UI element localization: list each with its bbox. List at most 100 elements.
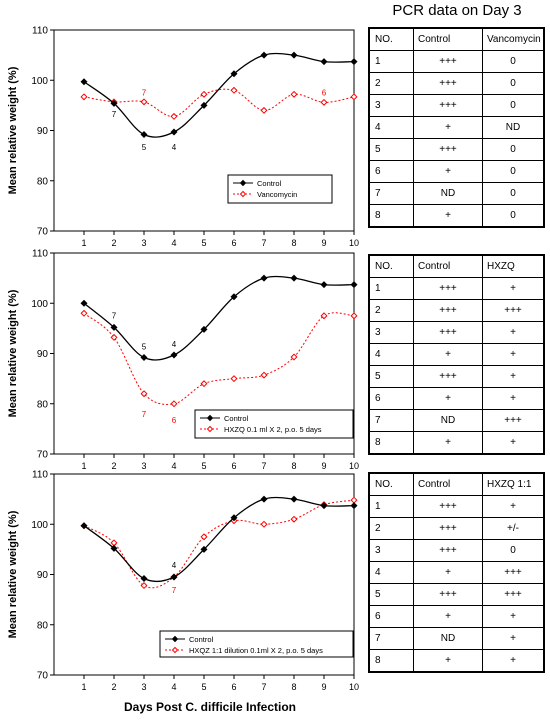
- control-point: [140, 131, 148, 139]
- control-line: [83, 52, 355, 138]
- control-point: [230, 514, 238, 522]
- cell-treatment: +: [482, 343, 545, 366]
- x-tick-label: 2: [111, 461, 116, 471]
- treatment-point: [290, 90, 298, 98]
- cell-control: +++: [413, 50, 483, 73]
- cell-no: 3: [368, 321, 414, 344]
- cell-control: +++: [413, 138, 483, 161]
- cell-treatment: +: [482, 495, 545, 518]
- treatment-point: [200, 90, 208, 98]
- control-line: [83, 275, 355, 361]
- control-point: [140, 575, 148, 583]
- cell-control: +: [413, 160, 483, 183]
- y-tick-label: 70: [37, 450, 49, 461]
- x-tick-label: 6: [231, 682, 236, 692]
- cell-treatment: +++: [482, 583, 545, 606]
- table-row: 4 + ND: [368, 116, 545, 139]
- header-treatment: HXZQ 1:1: [482, 472, 545, 496]
- pcr-table-hxzq: NO. Control HXZQ 1 +++ +2 +++ +++ 3 +++ +4 + +5 ++…: [368, 254, 545, 455]
- header-control: Control: [413, 254, 483, 278]
- y-tick-label: 90: [37, 126, 49, 137]
- cell-treatment: +: [482, 649, 545, 673]
- cell-treatment: +: [482, 387, 545, 410]
- table-header-row: NO. Control HXZQ: [368, 254, 545, 278]
- x-tick-label: 1: [81, 461, 86, 471]
- cell-no: 6: [368, 387, 414, 410]
- cell-no: 7: [368, 627, 414, 650]
- cell-treatment: ND: [482, 116, 545, 139]
- cell-no: 8: [368, 649, 414, 673]
- cell-no: 1: [368, 495, 414, 518]
- control-point: [140, 354, 148, 362]
- cell-treatment: 0: [482, 204, 545, 228]
- cell-control: +++: [413, 539, 483, 562]
- table-row: 5 +++ 0: [368, 138, 545, 161]
- legend-box: [194, 409, 354, 439]
- control-point: [110, 99, 118, 107]
- cell-no: 6: [368, 605, 414, 628]
- x-tick-label: 10: [349, 682, 359, 692]
- treatment-line: [83, 88, 355, 117]
- control-point: [80, 522, 88, 530]
- pcr-table-vancomycin: NO. Control Vancomycin 1 +++ 0 2 +++ 0 3 +++ 0 4 +…: [368, 27, 545, 228]
- n-annotation: 4: [172, 340, 177, 349]
- treatment-point: [230, 86, 238, 94]
- y-tick-label: 100: [31, 299, 48, 310]
- y-tick-label: 80: [37, 399, 49, 410]
- treatment-point: [200, 533, 208, 541]
- table-body: 1 +++ 0 2 +++ 0 3 +++ 0 4 + ND 5 +++ 0 6 +0 7 ND 0 8 +0: [368, 50, 545, 228]
- cell-control: +: [413, 387, 483, 410]
- cell-no: 4: [368, 116, 414, 139]
- table-row: 6 + +: [368, 605, 545, 628]
- x-tick-label: 4: [171, 682, 176, 692]
- chart-panel-2: 70 80 90 100 110 1 2 3 4 5 6 7 8 9 10 Mean relative wei…: [7, 249, 359, 472]
- n-annotation: 4: [172, 143, 177, 152]
- control-point: [260, 51, 268, 59]
- cell-treatment: 0: [482, 50, 545, 73]
- cell-control: +++: [413, 299, 483, 322]
- table-row: 8 +0: [368, 204, 545, 228]
- cell-treatment: 0: [482, 72, 545, 95]
- y-tick-label: 70: [37, 671, 49, 682]
- x-tick-label: 5: [201, 461, 206, 471]
- cell-treatment: +: [482, 365, 545, 388]
- control-point: [200, 325, 208, 333]
- cell-no: 5: [368, 365, 414, 388]
- control-point: [290, 495, 298, 503]
- cell-control: +: [413, 343, 483, 366]
- legend-box: [227, 174, 333, 204]
- control-point: [230, 70, 238, 78]
- x-tick-label: 9: [321, 461, 326, 471]
- n-annotation: 7: [172, 586, 177, 595]
- cell-control: ND: [413, 409, 483, 432]
- control-point: [290, 51, 298, 59]
- control-point: [110, 544, 118, 552]
- n-annotation: 6: [322, 88, 327, 97]
- treatment-point: [320, 312, 328, 320]
- x-tick-label: 10: [349, 461, 359, 471]
- control-point: [260, 274, 268, 282]
- n-annotation: 5: [142, 143, 147, 152]
- y-tick-label: 100: [31, 520, 48, 531]
- table-row: 4 + +: [368, 343, 545, 366]
- table-row: 2 +++ +/-: [368, 517, 545, 540]
- cell-treatment: 0: [482, 94, 545, 117]
- x-tick-label: 3: [141, 238, 146, 248]
- table-row: 3 +++ +: [368, 321, 545, 344]
- control-point: [80, 299, 88, 307]
- x-tick-label: 9: [321, 682, 326, 692]
- treatment-point: [290, 515, 298, 523]
- cell-control: +++: [413, 583, 483, 606]
- cell-no: 8: [368, 431, 414, 455]
- x-tick-label: 7: [261, 238, 266, 248]
- treatment-point: [350, 93, 358, 101]
- x-tick-label: 8: [291, 682, 296, 692]
- cell-control: +: [413, 605, 483, 628]
- treatment-point: [290, 353, 298, 361]
- cell-control: ND: [413, 182, 483, 205]
- y-axis-label: Mean relative weight (%): [7, 289, 19, 417]
- control-line: [83, 496, 355, 583]
- cell-treatment: 0: [482, 138, 545, 161]
- table-row: 2 +++ +++: [368, 299, 545, 322]
